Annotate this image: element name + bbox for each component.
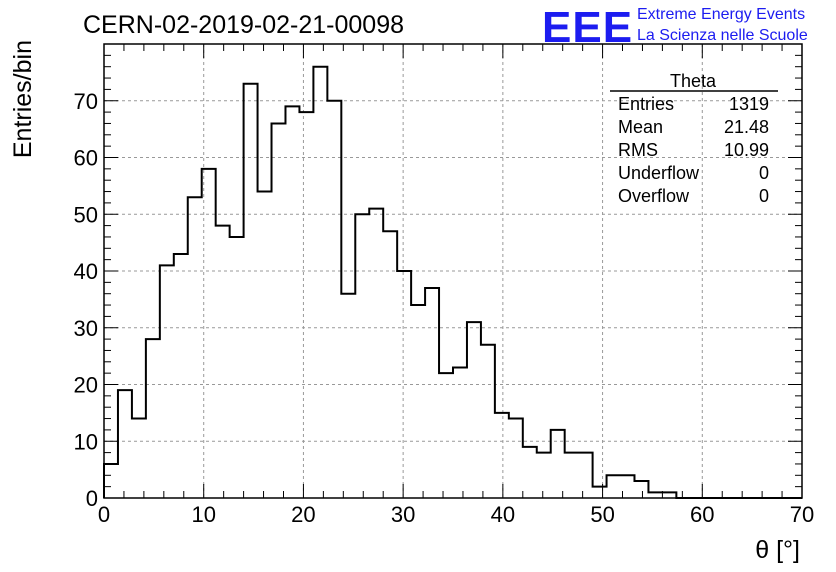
y-tick-labels: 0 10 20 30 40 50 60 70 — [74, 89, 98, 511]
histogram-bin — [118, 390, 132, 498]
histogram-bin — [202, 169, 216, 498]
histogram-bin — [188, 197, 202, 498]
histogram-bin — [621, 475, 635, 498]
x-axis-label: θ [°] — [755, 536, 800, 564]
stats-label: Entries — [618, 94, 674, 114]
histogram-bin — [313, 67, 327, 498]
stats-value: 0 — [759, 163, 769, 183]
x-tick-label: 70 — [790, 502, 814, 527]
grid-lines — [104, 44, 802, 498]
histogram-bins — [104, 67, 676, 498]
histogram-bin — [355, 214, 369, 498]
eee-logo: EEE Extreme Energy Events La Scienza nel… — [542, 3, 808, 52]
x-tick-label: 0 — [98, 502, 110, 527]
stats-value: 10.99 — [724, 140, 769, 160]
histogram-bin — [104, 464, 118, 498]
histogram-bin — [383, 231, 397, 498]
histogram-bin — [174, 254, 188, 498]
histogram-bin — [495, 413, 509, 498]
logo-line-1: Extreme Energy Events — [637, 6, 805, 23]
x-tick-labels: 0 10 20 30 40 50 60 70 — [98, 502, 814, 527]
histogram-bin — [272, 123, 286, 498]
y-tick-label: 70 — [74, 89, 98, 114]
stats-label: Overflow — [618, 186, 690, 206]
histogram-bin — [551, 430, 565, 498]
stats-rows: Entries 1319 Mean 21.48 RMS 10.99 Underflow 0 Ov… — [618, 94, 769, 206]
y-tick-label: 20 — [74, 373, 98, 398]
stats-label: Mean — [618, 117, 663, 137]
stats-title: Theta — [670, 71, 717, 91]
histogram-bin — [216, 226, 230, 498]
histogram-bin — [160, 265, 174, 498]
histogram-bin — [285, 106, 299, 498]
histogram-bin — [607, 475, 621, 498]
logo-line-2: La Scienza nelle Scuole — [637, 27, 808, 44]
histogram-bin — [593, 487, 607, 498]
histogram-bin — [634, 481, 648, 498]
plot-frame — [103, 43, 803, 499]
y-tick-label: 0 — [86, 486, 98, 511]
y-tick-label: 60 — [74, 146, 98, 171]
histogram-bin — [299, 112, 313, 498]
histogram-bin — [341, 294, 355, 498]
x-tick-label: 60 — [690, 502, 714, 527]
histogram-bin — [244, 84, 258, 498]
x-tick-label: 50 — [590, 502, 614, 527]
histogram-bin — [565, 453, 579, 498]
histogram-bin — [537, 453, 551, 498]
histogram-bin — [467, 322, 481, 498]
y-tick-label: 40 — [74, 259, 98, 284]
stats-box: Theta Entries 1319 Mean 21.48 RMS 10.99 Underf… — [610, 71, 778, 206]
chart-title: CERN-02-2019-02-21-00098 — [83, 11, 404, 39]
histogram-bin — [411, 305, 425, 498]
histogram-bin — [397, 271, 411, 498]
histogram-bin — [425, 288, 439, 498]
stats-value: 1319 — [729, 94, 769, 114]
histogram-bin — [439, 373, 453, 498]
y-tick-label: 10 — [74, 429, 98, 454]
histogram-bin — [453, 367, 467, 498]
histogram-bin — [327, 101, 341, 498]
y-tick-label: 30 — [74, 316, 98, 341]
x-tick-label: 20 — [291, 502, 315, 527]
x-tick-label: 40 — [491, 502, 515, 527]
histogram-bin — [258, 192, 272, 498]
histogram-bin — [579, 453, 593, 498]
x-tick-label: 30 — [391, 502, 415, 527]
histogram-bin — [523, 447, 537, 498]
histogram-bin — [132, 419, 146, 498]
stats-label: RMS — [618, 140, 658, 160]
y-axis-label: Entries/bin — [9, 40, 37, 158]
x-tick-label: 10 — [191, 502, 215, 527]
histogram-outline — [103, 65, 802, 499]
stats-label: Underflow — [618, 163, 700, 183]
histogram-bin — [509, 419, 523, 498]
histogram-bin — [146, 339, 160, 498]
histogram-bin — [369, 209, 383, 498]
histogram-bin — [481, 345, 495, 498]
stats-value: 21.48 — [724, 117, 769, 137]
y-tick-label: 50 — [74, 202, 98, 227]
stats-value: 0 — [759, 186, 769, 206]
histogram-bin — [230, 237, 244, 498]
